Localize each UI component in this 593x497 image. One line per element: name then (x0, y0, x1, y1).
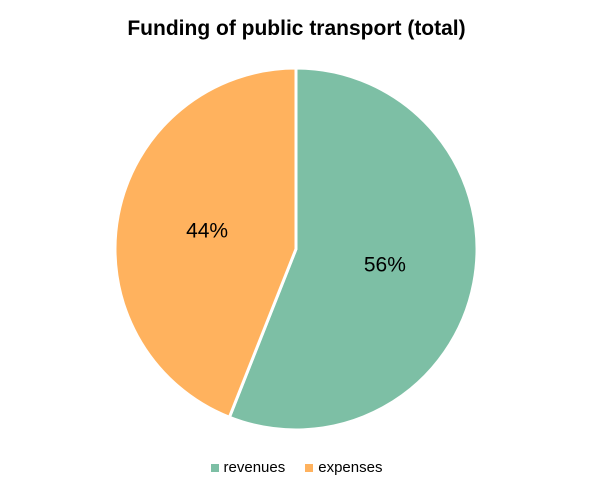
legend-label-revenues: revenues (223, 459, 286, 476)
pie-slice-revenues (227, 66, 479, 432)
data-label-expenses: 44% (186, 220, 228, 243)
legend-item-revenues: revenues (210, 459, 286, 476)
chart-legend: revenues expenses (0, 459, 593, 476)
data-label-revenues: 56% (364, 254, 406, 277)
legend-item-expenses: expenses (305, 459, 382, 476)
legend-swatch-expenses (305, 463, 314, 472)
chart-title: Funding of public transport (total) (127, 17, 466, 40)
legend-swatch-revenues (210, 463, 219, 472)
pie-data-labels: 56% 44% (186, 220, 406, 277)
pie-slice-expenses (113, 66, 298, 419)
pie-slices (113, 66, 479, 432)
legend-label-expenses: expenses (318, 459, 383, 476)
